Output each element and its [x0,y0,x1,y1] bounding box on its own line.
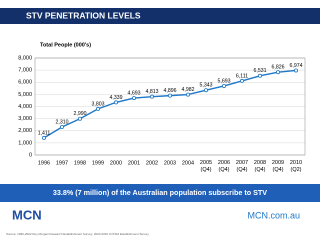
data-point [131,96,136,101]
value-label: 4,896 [164,88,177,94]
value-label: 2,310 [56,119,69,125]
x-tick-label: 1998 [74,160,86,166]
x-tick-label: 2002 [146,160,158,166]
value-label: 1,411 [38,130,51,136]
y-tick-label: 5,000 [18,92,32,98]
x-tick-label: 2009 (Q4) [272,160,284,173]
y-axis-label: Total People (000's) [40,42,91,48]
data-point [185,92,190,97]
x-tick-label: 1996 [38,160,50,166]
x-tick-label: 2008 (Q4) [254,160,266,173]
value-label: 3,803 [92,101,105,107]
x-tick-label: 1997 [56,160,68,166]
data-point [293,68,298,73]
value-label: 6,111 [236,73,248,79]
data-point [60,124,65,129]
x-tick-label: 2010 (Q2) [290,160,302,173]
y-tick-label: 1,000 [18,140,32,146]
y-tick-label: 0 [29,152,32,158]
logo-url: MCN.com.au [247,210,300,220]
logo: MCN [12,207,42,222]
data-point [257,73,262,78]
value-label: 2,990 [74,111,87,117]
data-point [221,83,226,88]
banner-text: 33.8% (7 million) of the Australian popu… [53,188,267,197]
value-label: 4,693 [128,90,141,96]
value-label: 6,826 [272,65,285,71]
x-tick-label: 2006 (Q4) [218,160,230,173]
x-tick-label: 2001 [128,160,140,166]
data-point [42,135,47,140]
data-point [96,106,101,111]
y-tick-label: 7,000 [18,68,32,74]
y-tick-label: 4,000 [18,104,32,110]
x-tick-label: 2004 [182,160,194,166]
data-point [149,94,154,99]
x-tick-label: 1999 [92,160,104,166]
data-point [78,116,83,121]
banner-bar [0,184,320,202]
value-label: 4,982 [182,87,195,93]
data-point [203,88,208,93]
y-tick-label: 3,000 [18,116,32,122]
data-point [239,78,244,83]
value-label: 4,339 [110,95,123,101]
value-label: 6,974 [290,63,303,69]
header-bar [0,8,320,24]
data-point [275,70,280,75]
x-tick-label: 2003 [164,160,176,166]
x-tick-label: 2005 (Q4) [200,160,212,173]
value-label: 4,813 [146,89,159,95]
value-label: 5,693 [218,78,231,84]
footer-source: Source: 1996-2002 Roy Morgan Research Es… [6,232,149,236]
value-label: 6,531 [254,68,267,74]
x-tick-label: 2000 [110,160,122,166]
value-label: 5,343 [200,83,213,89]
data-point [167,93,172,98]
plot-frame [34,57,306,156]
y-tick-label: 8,000 [18,55,32,61]
y-tick-label: 2,000 [18,128,32,134]
y-tick-label: 6,000 [18,80,32,86]
x-tick-label: 2007 (Q4) [236,160,248,173]
header-title: STV PENETRATION LEVELS [26,10,141,20]
data-point [114,100,119,105]
